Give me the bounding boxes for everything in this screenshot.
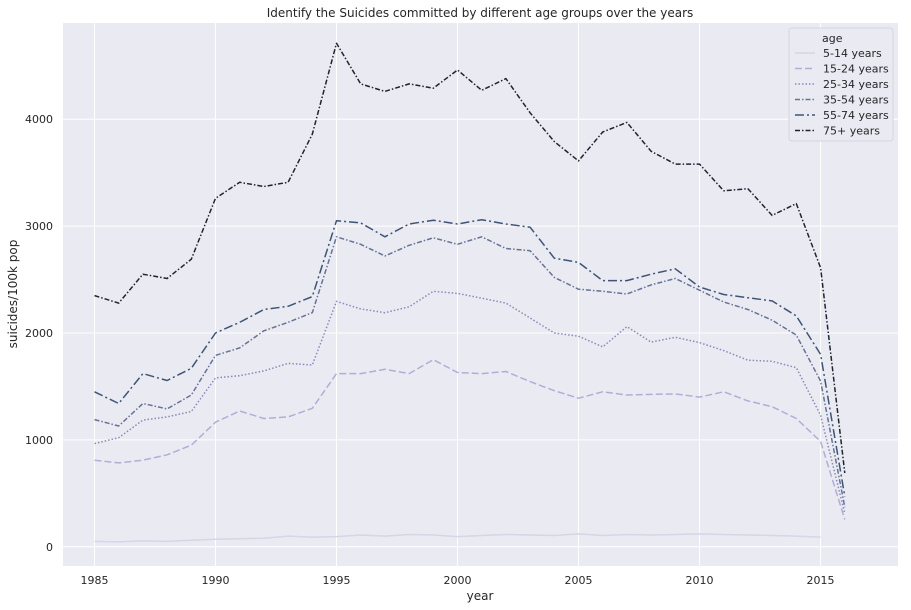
- series-line-25-34-years: [94, 290, 846, 514]
- legend-label: 55-74 years: [823, 109, 889, 122]
- series-line-5-14-years: [94, 533, 821, 543]
- gridlines: [63, 23, 898, 566]
- chart-title: Identify the Suicides committed by diffe…: [267, 6, 694, 20]
- x-tick-label: 1990: [201, 574, 229, 587]
- series-line-15-24-years: [94, 358, 846, 520]
- y-tick-labels: 0 1000 2000 3000 4000: [25, 113, 53, 554]
- series-lines: [94, 42, 846, 543]
- legend-label: 35-54 years: [823, 94, 889, 107]
- plot-area: [63, 23, 898, 566]
- x-tick-label: 2015: [807, 574, 835, 587]
- legend-title: age: [822, 32, 843, 45]
- x-tick-label: 2010: [686, 574, 714, 587]
- legend-box: [788, 27, 894, 142]
- legend-label: 5-14 years: [823, 47, 882, 60]
- y-tick-label: 0: [46, 541, 53, 554]
- y-tick-label: 1000: [25, 434, 53, 447]
- y-axis-label: suicides/100k pop: [6, 240, 20, 349]
- legend-items: 5-14 years 15-24 years 25-34 years 35-54 ye…: [795, 47, 889, 138]
- legend-label: 15-24 years: [823, 63, 889, 76]
- x-axis-label: year: [467, 589, 494, 603]
- series-line-55-74-years: [94, 218, 846, 497]
- x-tick-label: 2000: [444, 574, 472, 587]
- legend: age 5-14 years 15-24 years 25-34 years 35-5…: [788, 27, 894, 142]
- legend-label: 75+ years: [823, 125, 880, 138]
- x-tick-label: 2005: [565, 574, 593, 587]
- y-tick-label: 2000: [25, 327, 53, 340]
- series-line-35-54-years: [94, 236, 846, 508]
- x-tick-label: 1985: [80, 574, 108, 587]
- series-line-75plus-years: [94, 42, 846, 474]
- legend-label: 25-34 years: [823, 78, 889, 91]
- x-tick-label: 1995: [322, 574, 350, 587]
- x-tick-labels: 1985 1990 1995 2000 2005 2010 2015: [80, 574, 834, 587]
- y-tick-label: 4000: [25, 113, 53, 126]
- y-tick-label: 3000: [25, 220, 53, 233]
